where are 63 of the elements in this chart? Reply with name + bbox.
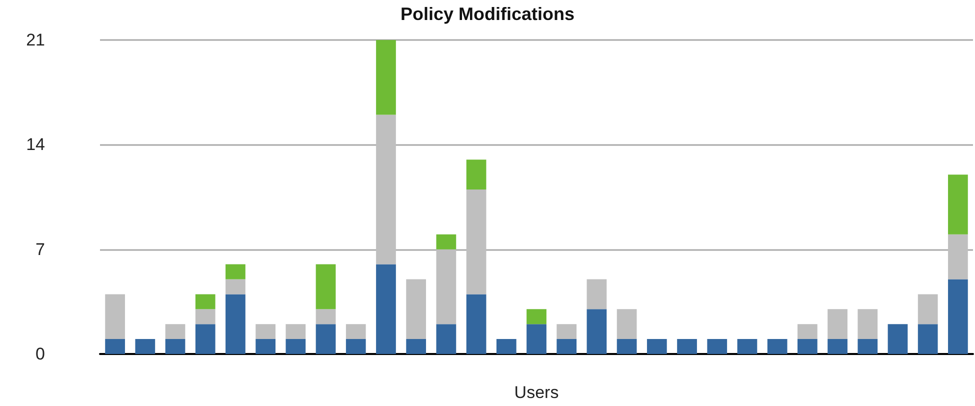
bar	[948, 174, 968, 234]
bar	[195, 324, 216, 354]
bar	[948, 234, 968, 280]
bar	[586, 309, 607, 354]
bar	[737, 339, 758, 354]
bar	[135, 339, 156, 354]
bar	[316, 309, 336, 324]
bar	[556, 339, 577, 354]
bar	[466, 160, 486, 190]
y-tick-label: 21	[26, 30, 45, 50]
bar	[436, 234, 456, 250]
bar	[828, 309, 848, 340]
bar	[616, 309, 637, 340]
bar	[586, 279, 607, 310]
bar	[858, 339, 878, 354]
bar	[526, 309, 546, 324]
bar	[436, 324, 456, 354]
bar	[346, 339, 366, 354]
bar	[797, 339, 818, 354]
bar	[226, 279, 246, 294]
chart-title: Policy Modifications	[400, 4, 575, 24]
bar	[376, 114, 396, 264]
bar	[256, 324, 276, 340]
bar	[556, 324, 577, 340]
bar	[346, 324, 366, 340]
bar	[918, 324, 938, 354]
bar	[526, 324, 546, 354]
bar	[677, 339, 697, 354]
bar	[797, 324, 818, 340]
bar	[226, 264, 246, 280]
bar	[226, 294, 246, 354]
bar	[918, 294, 938, 324]
bar	[105, 339, 125, 354]
bar	[376, 264, 396, 354]
bar	[195, 309, 216, 324]
bar	[165, 339, 186, 354]
bar	[316, 264, 336, 310]
x-axis-title: Users	[514, 383, 559, 402]
bar	[436, 249, 456, 324]
y-tick-label: 7	[36, 240, 45, 259]
bar	[376, 40, 396, 115]
bar	[828, 339, 848, 354]
bar	[406, 339, 426, 354]
bar	[256, 339, 276, 354]
y-tick-label: 0	[36, 344, 45, 364]
bar	[286, 339, 306, 354]
bar	[948, 279, 968, 354]
bar	[105, 294, 125, 340]
bar	[496, 339, 516, 354]
bar	[195, 294, 216, 310]
y-tick-label: 14	[26, 135, 45, 154]
bar	[616, 339, 637, 354]
bar	[165, 324, 186, 340]
bar	[646, 339, 667, 354]
bar	[888, 324, 908, 354]
bar	[858, 309, 878, 340]
bar	[286, 324, 306, 340]
bar	[466, 294, 486, 354]
bar	[466, 190, 486, 294]
bar	[316, 324, 336, 354]
bar	[767, 339, 788, 354]
bar	[707, 339, 728, 354]
bar	[406, 279, 426, 340]
